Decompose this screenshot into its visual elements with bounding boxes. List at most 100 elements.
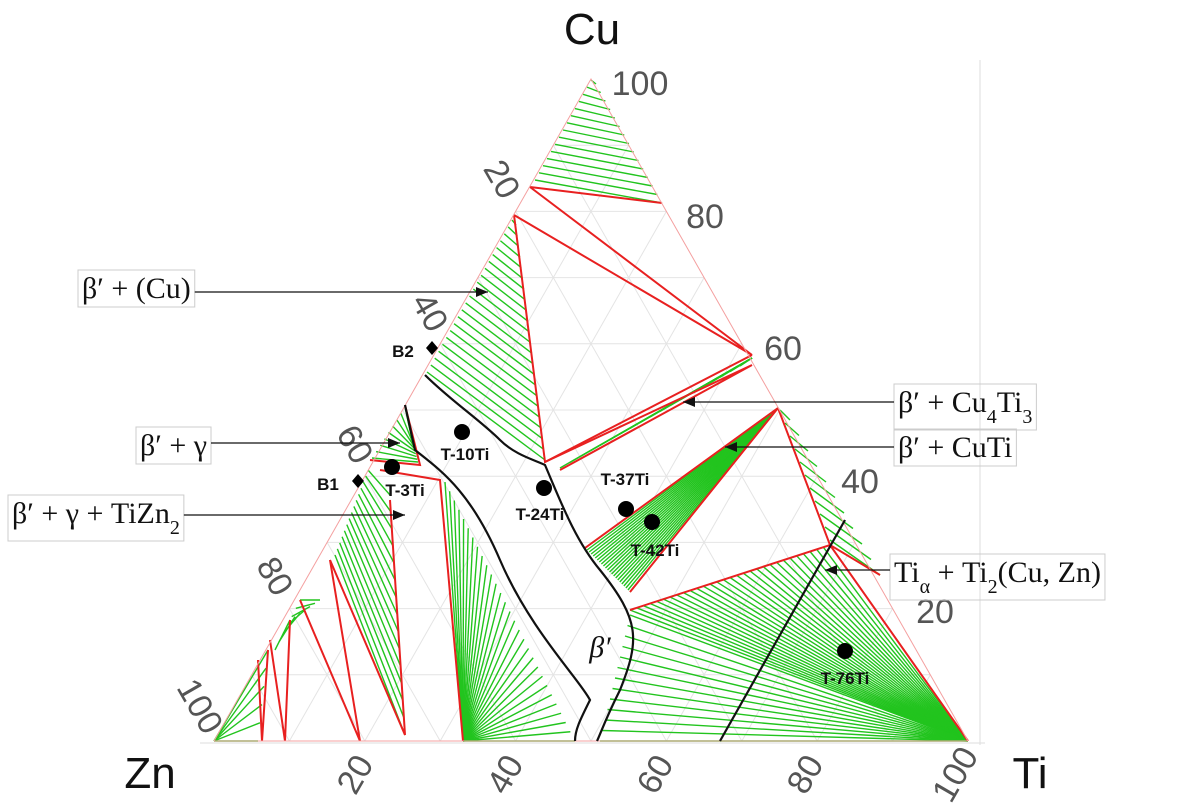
arrow-head bbox=[393, 510, 405, 520]
tie-line bbox=[809, 487, 845, 514]
bottom-axis-label: 20 bbox=[330, 749, 382, 801]
tie-line bbox=[804, 474, 836, 499]
tie-line bbox=[388, 431, 416, 452]
tie-line bbox=[612, 687, 969, 742]
tie-line bbox=[461, 309, 534, 365]
tie-line bbox=[814, 500, 854, 530]
callout-box bbox=[7, 494, 185, 542]
beta-boundaries bbox=[403, 374, 846, 742]
tie-line bbox=[462, 712, 562, 742]
tie-line bbox=[353, 506, 398, 599]
tie-line bbox=[392, 425, 415, 449]
tie-line bbox=[380, 444, 417, 458]
tie-line bbox=[462, 666, 539, 742]
tie-line bbox=[578, 100, 611, 111]
tie-triangle bbox=[329, 499, 406, 736]
tie-line bbox=[538, 172, 658, 196]
tie-line bbox=[213, 704, 263, 742]
left-axis-label: 20 bbox=[476, 154, 528, 206]
tie-line bbox=[683, 592, 969, 742]
region-label: β′ + γ + TiZn2 bbox=[12, 497, 180, 539]
ti-alpha-boundary bbox=[719, 519, 846, 742]
tie-line bbox=[458, 509, 464, 742]
tie-line bbox=[779, 409, 791, 421]
tie-line bbox=[462, 648, 530, 742]
tie-line bbox=[448, 491, 464, 742]
tie-line bbox=[426, 371, 546, 461]
region-label-part: β′ + γ bbox=[140, 429, 207, 462]
tie-line bbox=[729, 576, 969, 742]
tie-line bbox=[462, 518, 465, 742]
right-axis-label: 80 bbox=[686, 198, 724, 236]
tie-line bbox=[716, 581, 969, 742]
sample-point bbox=[618, 501, 634, 517]
reference-label: B1 bbox=[317, 475, 339, 494]
sample-point bbox=[644, 514, 660, 530]
tie-line bbox=[702, 585, 969, 742]
region-label: Tiα + Ti2(Cu, Zn) bbox=[894, 556, 1101, 598]
tie-line bbox=[816, 548, 969, 742]
reference-point bbox=[426, 341, 438, 355]
region-label: β′ + CuTi bbox=[898, 431, 1012, 464]
callout-box bbox=[889, 553, 1106, 601]
region-label-part: 3 bbox=[1022, 406, 1032, 428]
tie-line bbox=[462, 602, 507, 742]
tie-line bbox=[558, 136, 634, 153]
tie-line bbox=[503, 233, 520, 247]
tie-line bbox=[213, 667, 267, 742]
tie-triangle bbox=[513, 214, 753, 464]
callout-box bbox=[77, 269, 196, 308]
sample-label: T-76Ti bbox=[821, 669, 870, 688]
phase-label: β′ bbox=[588, 631, 611, 664]
tie-line bbox=[362, 481, 393, 530]
tie-line bbox=[799, 461, 827, 483]
grid-line bbox=[288, 144, 630, 742]
callout-box bbox=[135, 426, 212, 465]
tie-line bbox=[749, 570, 969, 742]
tie-line bbox=[343, 530, 402, 667]
sample-point bbox=[454, 424, 470, 440]
tie-line bbox=[295, 602, 316, 610]
tie-line bbox=[784, 422, 800, 437]
region-label-part: α bbox=[920, 576, 931, 598]
tie-line bbox=[462, 721, 566, 742]
tie-line bbox=[739, 357, 753, 367]
right-axis-label: 60 bbox=[764, 330, 802, 368]
tie-line bbox=[462, 703, 557, 742]
tie-line bbox=[375, 450, 418, 460]
vertex-label: Cu bbox=[564, 5, 620, 54]
tie-line bbox=[776, 561, 969, 742]
tie-line bbox=[350, 512, 399, 616]
tie-line bbox=[336, 548, 405, 719]
tie-line bbox=[348, 518, 400, 633]
tie-line bbox=[457, 316, 535, 376]
tie-line bbox=[462, 694, 553, 742]
sample-label: T-24Ti bbox=[516, 505, 565, 524]
grid-line bbox=[402, 409, 592, 742]
tie-line bbox=[213, 722, 261, 742]
region-label: β′ + γ bbox=[140, 429, 207, 462]
tie-line bbox=[442, 343, 541, 418]
tie-line bbox=[542, 165, 653, 187]
region-label-part: β′ + (Cu) bbox=[82, 272, 191, 305]
region-label-part: (Cu, Zn) bbox=[998, 556, 1101, 589]
tie-line bbox=[462, 537, 474, 742]
tie-line bbox=[824, 526, 872, 561]
tie-line bbox=[669, 596, 969, 742]
tie-line bbox=[629, 614, 969, 742]
sample-label: T-10Ti bbox=[441, 445, 490, 464]
tie-line bbox=[789, 557, 969, 742]
vertex-label: Zn bbox=[124, 749, 175, 798]
tie-line bbox=[334, 554, 406, 736]
tie-line bbox=[462, 546, 479, 742]
tie-line bbox=[550, 150, 644, 170]
tie-line bbox=[649, 602, 969, 742]
region-label: β′ + (Cu) bbox=[82, 272, 191, 305]
region-label-part: 2 bbox=[170, 517, 180, 539]
region-label-part: β′ + CuTi bbox=[898, 431, 1012, 464]
arrow-head bbox=[388, 438, 400, 448]
tie-line bbox=[357, 493, 395, 564]
tie-line bbox=[570, 115, 620, 128]
tie-line bbox=[722, 579, 969, 742]
